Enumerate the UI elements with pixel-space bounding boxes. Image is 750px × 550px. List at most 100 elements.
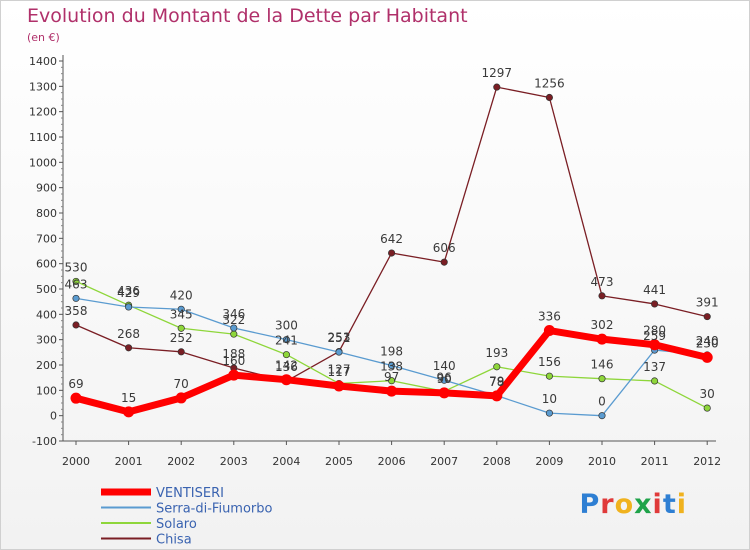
data-label-solaro: 127 [328,362,351,376]
data-label-ventiseri: 69 [68,377,83,391]
data-point-chisa [440,258,448,266]
data-label-ventiseri: 117 [328,365,351,379]
logo-letter: i [676,489,687,520]
x-tick-label: 2009 [535,455,563,468]
logo-letter: t [662,489,677,520]
logo-letter: P [579,489,601,520]
data-point-solaro [72,277,80,285]
data-point-serra-di-fiumorbo [72,294,80,302]
data-point-ventiseri [386,385,398,397]
x-tick-label: 2003 [220,455,248,468]
data-label-ventiseri: 90 [437,372,452,386]
legend-label: VENTISERI [156,486,224,501]
y-tick-label: 0 [50,410,57,423]
logo-letter: o [614,489,635,520]
data-label-chisa: 188 [222,347,245,361]
data-label-chisa: 441 [643,283,666,297]
data-label-chisa: 1256 [534,76,565,90]
data-point-solaro [230,330,238,338]
data-point-chisa [493,83,501,91]
logo-letter: r [600,489,615,520]
data-point-solaro [598,375,606,383]
x-tick-label: 2004 [272,455,300,468]
data-label-chisa: 136 [275,360,298,374]
data-label-solaro: 193 [485,346,508,360]
data-label-chisa: 642 [380,232,403,246]
data-label-chisa: 358 [65,304,88,318]
data-point-chisa [388,249,396,257]
data-label-chisa: 473 [591,275,614,289]
data-label-ventiseri: 302 [591,318,614,332]
legend-label: Serra-di-Fiumorbo [156,502,273,517]
data-point-chisa [651,300,659,308]
y-tick-label: 600 [36,258,57,271]
data-point-chisa [598,292,606,300]
data-label-serra-di-fiumorbo: 346 [222,307,245,321]
data-label-chisa: 606 [433,241,456,255]
data-point-chisa [177,348,185,356]
data-label-chisa: 252 [170,331,193,345]
data-label-serra-di-fiumorbo: 463 [65,277,88,291]
y-tick-label: 800 [36,207,57,220]
data-label-solaro: 96 [437,370,452,384]
x-tick-label: 2006 [378,455,406,468]
data-point-chisa [703,313,711,321]
data-point-ventiseri [543,325,555,337]
data-point-serra-di-fiumorbo [177,305,185,313]
data-label-solaro: 30 [700,387,715,401]
data-label-solaro: 156 [538,355,561,369]
legend-label: Chisa [156,533,192,548]
data-point-solaro [493,363,501,371]
data-label-chisa: 253 [328,331,351,345]
data-label-chisa: 1297 [482,66,513,80]
x-tick-label: 2005 [325,455,353,468]
data-label-serra-di-fiumorbo: 300 [275,319,298,333]
y-tick-label: 700 [36,232,57,245]
data-point-serra-di-fiumorbo [440,376,448,384]
data-label-ventiseri: 15 [121,391,136,405]
data-point-serra-di-fiumorbo [335,348,343,356]
y-tick-label: 100 [36,384,57,397]
y-tick-label: 200 [36,359,57,372]
data-point-serra-di-fiumorbo [282,336,290,344]
data-point-solaro [651,377,659,385]
y-tick-label: -100 [32,435,57,448]
data-point-solaro [388,377,396,385]
data-label-solaro: 241 [275,334,298,348]
proxiti-logo: Proxiti [579,489,687,520]
y-tick-label: 300 [36,334,57,347]
data-label-serra-di-fiumorbo: 240 [696,334,719,348]
data-label-solaro: 345 [170,307,193,321]
y-tick-label: 500 [36,283,57,296]
data-point-serra-di-fiumorbo [388,361,396,370]
data-point-ventiseri [280,374,292,386]
data-label-solaro: 146 [591,358,614,372]
data-point-ventiseri [175,392,187,404]
x-tick-label: 2008 [483,455,511,468]
logo-letter: x [634,489,653,520]
x-tick-label: 2001 [115,455,143,468]
data-point-chisa [72,321,80,329]
data-label-serra-di-fiumorbo: 420 [170,288,193,302]
data-point-ventiseri [649,339,661,351]
y-tick-label: 1300 [29,80,57,93]
data-point-chisa [125,344,133,352]
data-point-solaro [545,372,553,380]
y-tick-label: 1000 [29,156,57,169]
data-label-serra-di-fiumorbo: 79 [489,375,504,389]
data-point-chisa [545,93,553,102]
data-label-ventiseri: 280 [643,324,666,338]
data-label-serra-di-fiumorbo: 0 [598,395,606,409]
y-tick-label: 1100 [29,131,57,144]
legend-label: Solaro [156,517,197,532]
data-label-ventiseri: 78 [489,375,504,389]
data-label-serra-di-fiumorbo: 198 [380,345,403,359]
data-label-ventiseri: 142 [275,359,298,373]
chart-title: Evolution du Montant de la Dette par Hab… [27,5,468,27]
data-point-ventiseri [491,390,503,402]
data-point-ventiseri [596,333,608,345]
data-label-serra-di-fiumorbo: 259 [643,329,666,343]
data-point-ventiseri [701,351,713,363]
